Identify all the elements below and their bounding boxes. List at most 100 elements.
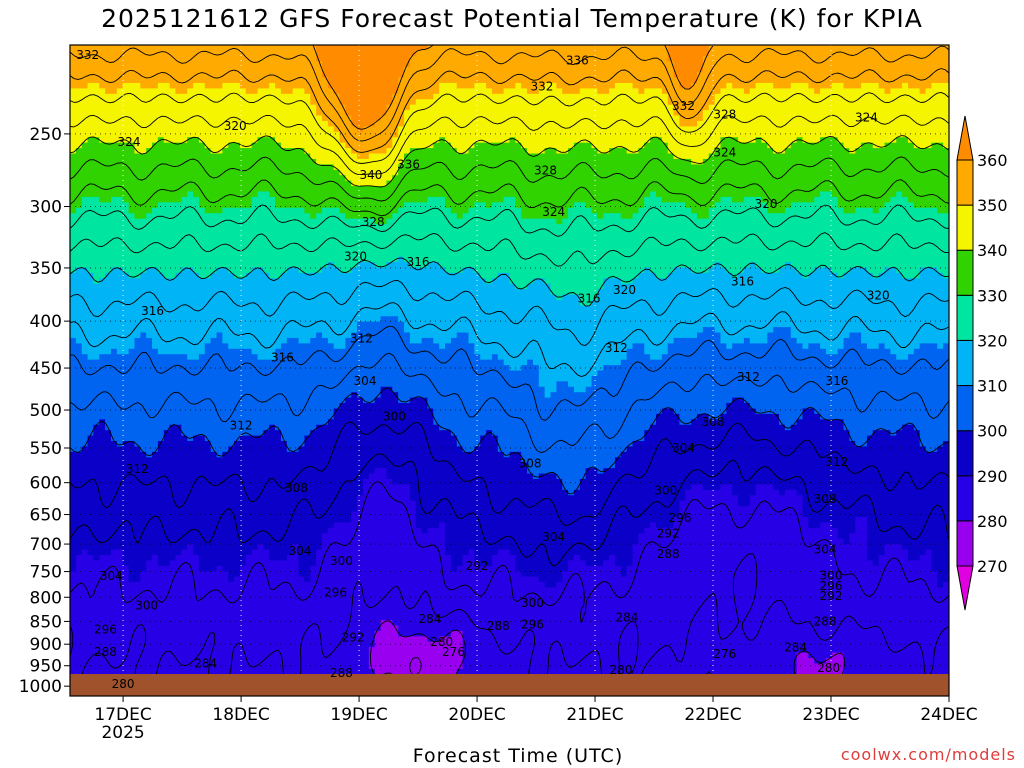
band-cell bbox=[134, 565, 141, 572]
band-cell bbox=[87, 50, 95, 57]
band-cell bbox=[75, 72, 83, 79]
band-cell bbox=[269, 435, 276, 442]
band-cell bbox=[146, 137, 153, 144]
band-cell bbox=[204, 630, 212, 637]
band-cell bbox=[204, 603, 212, 610]
band-cell bbox=[93, 668, 100, 675]
band-cell bbox=[198, 630, 206, 637]
band-cell bbox=[193, 169, 200, 176]
band-cell bbox=[152, 289, 159, 296]
band-cell bbox=[134, 560, 141, 567]
band-cell bbox=[187, 375, 194, 382]
band-cell bbox=[175, 110, 182, 117]
band-cell bbox=[181, 516, 188, 523]
band-cell bbox=[134, 164, 141, 171]
band-cell bbox=[245, 245, 253, 252]
band-cell bbox=[87, 413, 95, 420]
band-cell bbox=[245, 45, 253, 52]
band-cell bbox=[128, 500, 136, 507]
band-cell bbox=[234, 224, 241, 231]
band-cell bbox=[239, 175, 247, 182]
band-cell bbox=[222, 99, 229, 106]
band-cell bbox=[93, 435, 100, 442]
band-cell bbox=[228, 251, 235, 258]
band-cell bbox=[257, 484, 264, 491]
band-cell bbox=[269, 305, 276, 312]
band-cell bbox=[193, 554, 200, 561]
band-cell bbox=[128, 294, 136, 301]
band-cell bbox=[245, 489, 253, 496]
band-cell bbox=[169, 104, 177, 111]
band-cell bbox=[292, 571, 300, 578]
band-cell bbox=[116, 359, 124, 366]
band-cell bbox=[269, 50, 276, 57]
band-cell bbox=[251, 576, 259, 583]
band-cell bbox=[216, 641, 223, 648]
band-cell bbox=[157, 99, 165, 106]
band-cell bbox=[169, 321, 177, 328]
band-cell bbox=[70, 582, 77, 589]
band-cell bbox=[169, 582, 177, 589]
band-cell bbox=[257, 668, 264, 675]
band-cell bbox=[193, 153, 200, 160]
band-cell bbox=[152, 218, 159, 225]
band-cell bbox=[146, 375, 153, 382]
band-cell bbox=[157, 413, 165, 420]
band-cell bbox=[70, 457, 77, 464]
band-cell bbox=[187, 305, 194, 312]
band-cell bbox=[134, 224, 141, 231]
band-cell bbox=[292, 262, 300, 269]
band-cell bbox=[298, 446, 305, 453]
band-cell bbox=[70, 305, 77, 312]
band-cell bbox=[146, 495, 153, 502]
band-cell bbox=[251, 196, 259, 203]
band-cell bbox=[257, 576, 264, 583]
band-cell bbox=[298, 571, 305, 578]
band-cell bbox=[251, 294, 259, 301]
band-cell bbox=[292, 495, 300, 502]
band-cell bbox=[157, 321, 165, 328]
band-cell bbox=[251, 343, 259, 350]
band-cell bbox=[251, 495, 259, 502]
band-cell bbox=[292, 560, 300, 567]
band-cell bbox=[193, 310, 200, 317]
band-cell bbox=[81, 283, 89, 290]
band-cell bbox=[157, 66, 165, 73]
band-cell bbox=[87, 115, 95, 122]
band-cell bbox=[128, 386, 136, 393]
band-cell bbox=[198, 625, 206, 632]
band-cell bbox=[216, 343, 223, 350]
band-cell bbox=[122, 77, 130, 84]
band-cell bbox=[93, 207, 100, 214]
band-cell bbox=[163, 278, 171, 285]
band-cell bbox=[181, 316, 188, 323]
band-cell bbox=[146, 110, 153, 117]
band-cell bbox=[70, 381, 77, 388]
band-cell bbox=[216, 120, 223, 127]
band-cell bbox=[134, 229, 141, 236]
band-cell bbox=[222, 267, 229, 274]
band-cell bbox=[251, 310, 259, 317]
band-cell bbox=[122, 571, 130, 578]
band-cell bbox=[122, 299, 130, 307]
band-cell bbox=[70, 424, 77, 431]
band-cell bbox=[146, 647, 153, 654]
band-cell bbox=[99, 370, 106, 377]
band-cell bbox=[239, 82, 247, 90]
band-cell bbox=[181, 576, 188, 583]
band-cell bbox=[304, 148, 311, 155]
band-cell bbox=[157, 175, 165, 182]
band-cell bbox=[81, 549, 89, 556]
band-cell bbox=[81, 565, 89, 572]
band-cell bbox=[298, 587, 305, 594]
band-cell bbox=[193, 408, 200, 415]
band-cell bbox=[128, 663, 136, 670]
band-cell bbox=[70, 527, 77, 534]
band-cell bbox=[163, 641, 171, 648]
band-cell bbox=[198, 381, 206, 388]
band-cell bbox=[298, 527, 305, 534]
band-cell bbox=[134, 66, 141, 73]
band-cell bbox=[75, 289, 83, 296]
band-cell bbox=[234, 370, 241, 377]
band-cell bbox=[93, 565, 100, 572]
